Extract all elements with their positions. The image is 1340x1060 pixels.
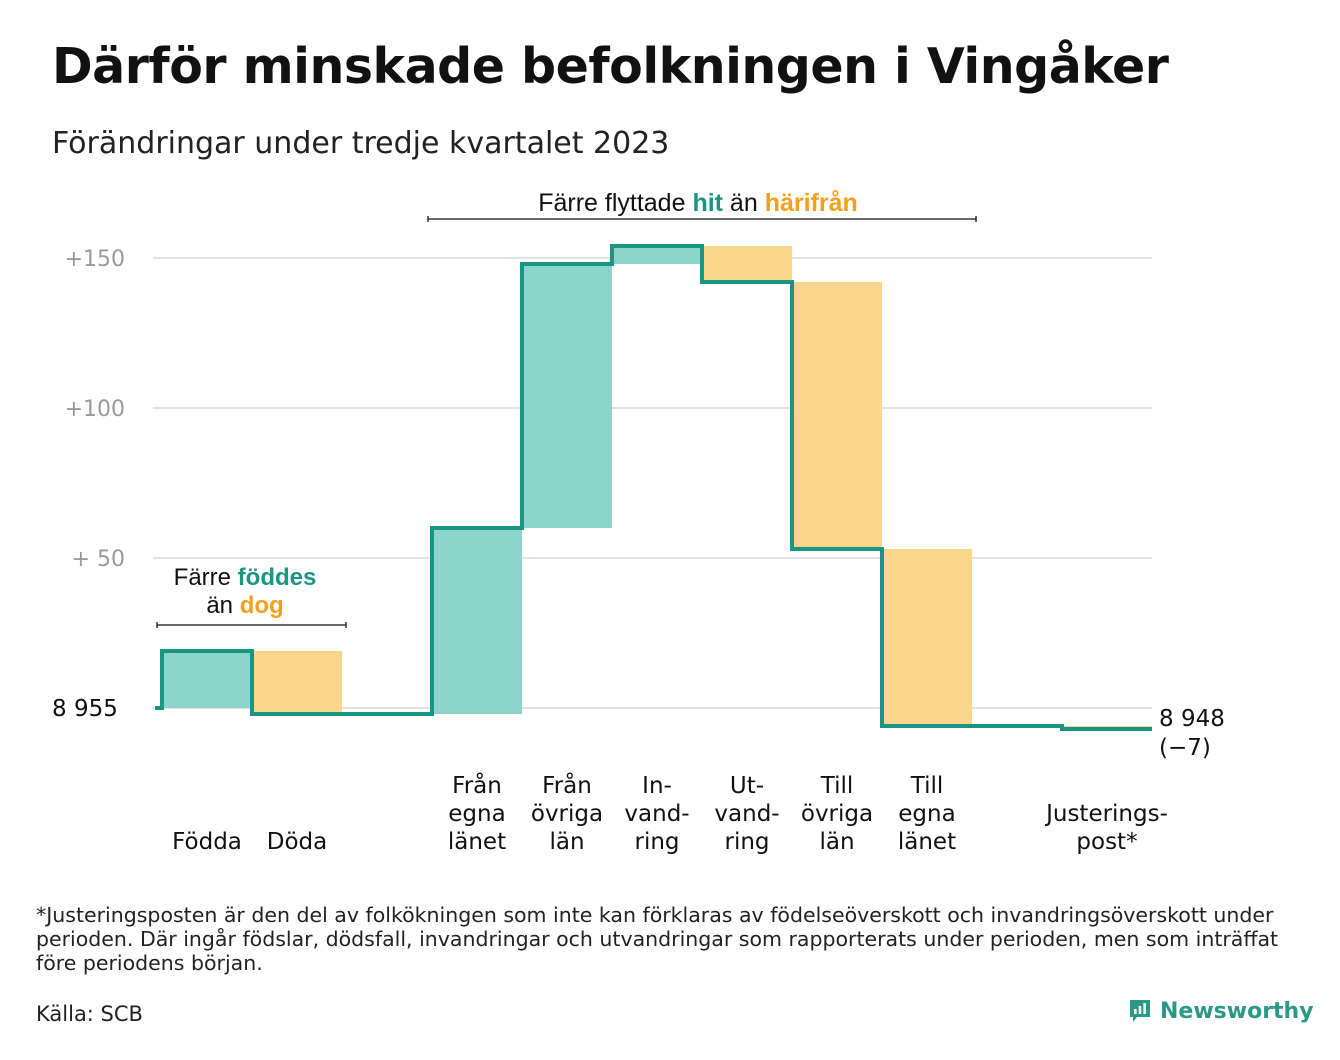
category-label: ring	[724, 829, 769, 855]
category-label: övriga	[531, 801, 603, 827]
category-label: Till	[820, 773, 854, 799]
footnote: *Justeringsposten är den del av folkökni…	[36, 903, 1279, 975]
births-annotation-line1: Färre föddes	[174, 564, 317, 591]
brand-name: Newsworthy	[1160, 998, 1314, 1024]
category-label: övriga	[801, 801, 873, 827]
source-note: Källa: SCB	[36, 1002, 143, 1026]
category-label: Till	[910, 773, 944, 799]
category-label: länet	[448, 829, 506, 855]
end-value-label: 8 948	[1159, 706, 1225, 732]
category-label: Från	[542, 771, 592, 799]
births-annotation-line2: än dog	[206, 592, 283, 619]
chart-subtitle: Förändringar under tredje kvartalet 2023	[52, 126, 670, 161]
births-annotation-bracket	[156, 622, 347, 628]
waterfall-bar	[522, 264, 612, 528]
waterfall-chart: +150+100+ 508 955 8 948(−7)Födda DödaFråne…	[52, 189, 1225, 855]
category-label: post*	[1076, 829, 1137, 855]
waterfall-bar	[882, 549, 972, 726]
category-label: egna	[898, 801, 955, 827]
chart-title: Därför minskade befolkningen i Vingåker	[52, 38, 1169, 95]
category-label: Från	[452, 771, 502, 799]
y-tick-label: + 50	[72, 547, 125, 572]
category-label: Döda	[267, 829, 327, 855]
brand-logo: Newsworthy	[1128, 998, 1314, 1024]
waterfall-bar	[432, 528, 522, 714]
waterfall-bar	[702, 246, 792, 282]
category-label: vand-	[714, 801, 779, 827]
waterfall-bar	[612, 246, 702, 264]
category-label: Justerings-	[1044, 801, 1168, 827]
y-tick-label: +100	[65, 397, 125, 422]
category-label: län	[549, 829, 584, 855]
waterfall-bar	[792, 282, 882, 549]
category-label: In-	[642, 773, 672, 799]
cumulative-step-line	[155, 244, 1152, 731]
category-label: egna	[448, 801, 505, 827]
migration-annotation-bracket	[427, 216, 977, 222]
newsworthy-logo-icon	[1130, 1000, 1150, 1022]
waterfall-bar	[252, 651, 342, 714]
category-label: län	[819, 829, 854, 855]
start-value-label: 8 955	[52, 696, 118, 722]
category-label: länet	[898, 829, 956, 855]
category-label: Ut-	[730, 773, 764, 799]
category-label: Födda	[172, 829, 242, 855]
category-label: vand-	[624, 801, 689, 827]
category-label: ring	[634, 829, 679, 855]
y-tick-label: +150	[65, 247, 125, 272]
migration-annotation: Färre flyttade hit än härifrån	[538, 189, 858, 217]
waterfall-bar	[162, 651, 252, 708]
end-change-label: (−7)	[1159, 735, 1211, 761]
